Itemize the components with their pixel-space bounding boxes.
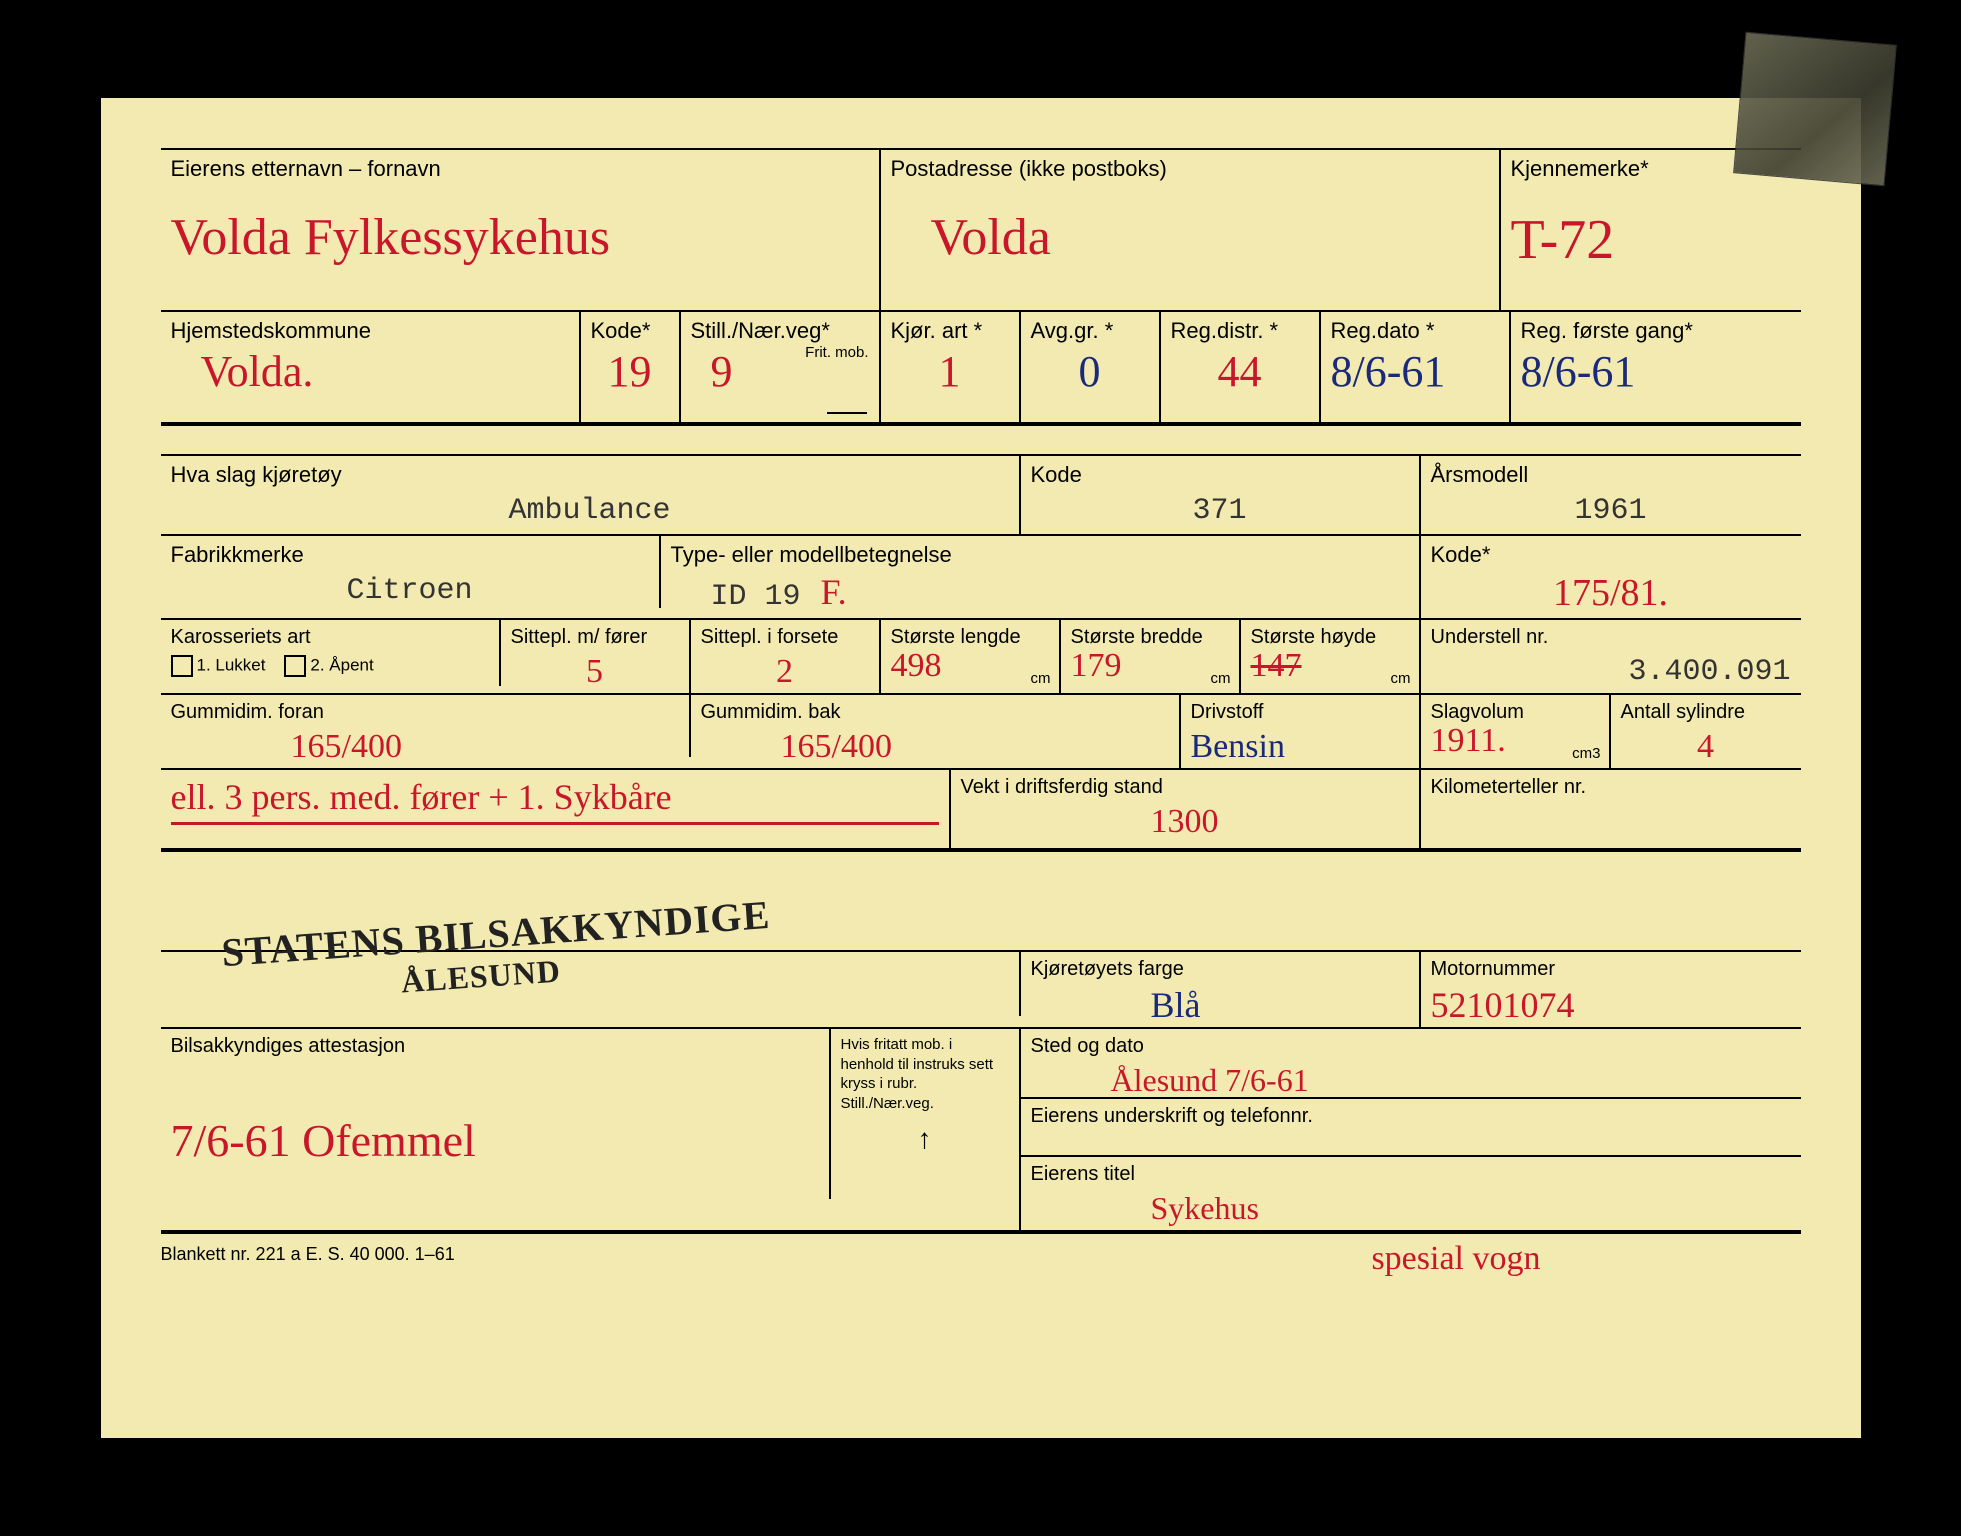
typemodell-label: Type- eller modellbetegnelse bbox=[671, 542, 1409, 568]
sitteplmf-label: Sittepl. m/ fører bbox=[511, 626, 679, 649]
hoyde-label: Største høyde bbox=[1251, 626, 1409, 649]
sitteplfor-value: 2 bbox=[701, 655, 869, 689]
block-2: Hva slag kjøretøy Ambulance Kode 371 Års… bbox=[161, 454, 1801, 852]
fabrikk-label: Fabrikkmerke bbox=[171, 542, 649, 568]
bredde-unit: cm bbox=[1211, 670, 1231, 687]
kjorart-value: 1 bbox=[891, 350, 1009, 394]
kode1-label: Kode* bbox=[591, 318, 669, 344]
hva-label: Hva slag kjøretøy bbox=[171, 462, 1009, 488]
sitteplmf-value: 5 bbox=[511, 655, 679, 689]
blankett-text: Blankett nr. 221 a E. S. 40 000. 1–61 bbox=[161, 1244, 455, 1278]
fritatt-label: Hvis fritatt mob. i henhold til instruks… bbox=[841, 1035, 1009, 1113]
kjorart-label: Kjør. art * bbox=[891, 318, 1009, 344]
kmteller-label: Kilometerteller nr. bbox=[1431, 776, 1791, 799]
gummibak-value: 165/400 bbox=[781, 730, 1169, 764]
motornr-label: Motornummer bbox=[1431, 958, 1791, 981]
hjemsted-value: Volda. bbox=[201, 350, 569, 394]
kode1-value: 19 bbox=[591, 350, 669, 394]
block-3: Kjøretøyets farge Blå Motornummer 521010… bbox=[161, 950, 1801, 1234]
titel-label: Eierens titel bbox=[1031, 1163, 1791, 1186]
bilsak-label: Bilsakkyndiges attestasjon bbox=[171, 1035, 819, 1058]
gummiforan-label: Gummidim. foran bbox=[171, 701, 679, 724]
regdato-value: 8/6-61 bbox=[1331, 350, 1499, 394]
hoyde-value: 147 bbox=[1251, 647, 1302, 684]
post-value: Volda bbox=[931, 212, 1489, 264]
kaross-check-1 bbox=[171, 655, 193, 677]
kode2-value: 371 bbox=[1031, 494, 1409, 528]
owner-label: Eierens etternavn – fornavn bbox=[171, 156, 869, 182]
regforste-label: Reg. første gang* bbox=[1521, 318, 1791, 344]
farge-value: Blå bbox=[1151, 987, 1409, 1023]
lengde-unit: cm bbox=[1031, 670, 1051, 687]
kode3-value: 175/81. bbox=[1431, 574, 1791, 612]
kaross-opt2: 2. Åpent bbox=[310, 655, 373, 674]
hjemsted-label: Hjemstedskommune bbox=[171, 318, 569, 344]
post-label: Postadresse (ikke postboks) bbox=[891, 156, 1489, 182]
lengde-label: Største lengde bbox=[891, 626, 1049, 649]
understell-label: Understell nr. bbox=[1431, 626, 1791, 649]
gummiforan-value: 165/400 bbox=[291, 730, 679, 764]
underskrift-label: Eierens underskrift og telefonnr. bbox=[1031, 1105, 1791, 1128]
note-underline bbox=[171, 822, 939, 825]
block-1: Eierens etternavn – fornavn Volda Fylkes… bbox=[161, 148, 1801, 426]
kaross-check-2 bbox=[284, 655, 306, 677]
gummibak-label: Gummidim. bak bbox=[701, 701, 1169, 724]
stamp-area: STATENS BILSAKKYNDIGE ÅLESUND bbox=[161, 880, 1801, 950]
registration-card: Eierens etternavn – fornavn Volda Fylkes… bbox=[101, 98, 1861, 1438]
vekt-label: Vekt i driftsferdig stand bbox=[961, 776, 1409, 799]
vekt-value: 1300 bbox=[961, 805, 1409, 839]
avggr-value: 0 bbox=[1031, 350, 1149, 394]
regdistr-label: Reg.distr. * bbox=[1171, 318, 1309, 344]
hva-value: Ambulance bbox=[171, 494, 1009, 528]
steddato-value: Ålesund 7/6-61 bbox=[1111, 1064, 1791, 1096]
bredde-value: 179 bbox=[1071, 647, 1122, 684]
arsmodell-label: Årsmodell bbox=[1431, 462, 1791, 488]
typemodell-value: ID 19 bbox=[711, 580, 801, 614]
kjenne-label: Kjennemerke* bbox=[1511, 156, 1791, 182]
arrow-up-icon: ↑ bbox=[841, 1123, 1009, 1155]
motornr-value: 52101074 bbox=[1431, 987, 1791, 1023]
kode2-label: Kode bbox=[1031, 462, 1409, 488]
sylindre-value: 4 bbox=[1621, 730, 1791, 764]
kode3-label: Kode* bbox=[1431, 542, 1791, 568]
still-sub: Frit. mob. bbox=[805, 344, 868, 361]
extra-note: spesial vogn bbox=[1371, 1240, 1540, 1278]
bredde-label: Største bredde bbox=[1071, 626, 1229, 649]
kaross-opt1: 1. Lukket bbox=[197, 655, 266, 674]
titel-value: Sykehus bbox=[1151, 1192, 1791, 1224]
kjenne-value: T-72 bbox=[1511, 212, 1791, 268]
note-text: ell. 3 pers. med. fører + 1. Sykbåre bbox=[171, 776, 939, 818]
avggr-label: Avg.gr. * bbox=[1031, 318, 1149, 344]
slagvolum-unit: cm3 bbox=[1572, 745, 1600, 762]
still-label: Still./Nær.veg* bbox=[691, 318, 869, 344]
bilsak-value: 7/6-61 Ofemmel bbox=[171, 1118, 819, 1164]
farge-label: Kjøretøyets farge bbox=[1031, 958, 1409, 981]
drivstoff-label: Drivstoff bbox=[1191, 701, 1409, 724]
regdistr-value: 44 bbox=[1171, 350, 1309, 394]
arsmodell-value: 1961 bbox=[1431, 494, 1791, 528]
owner-value: Volda Fylkessykehus bbox=[171, 212, 869, 264]
slagvolum-label: Slagvolum bbox=[1431, 701, 1599, 724]
slagvolum-value: 1911. bbox=[1431, 722, 1506, 759]
sitteplfor-label: Sittepl. i forsete bbox=[701, 626, 869, 649]
fabrikk-value: Citroen bbox=[171, 574, 649, 608]
lengde-value: 498 bbox=[891, 647, 942, 684]
kaross-label: Karosseriets art bbox=[171, 626, 489, 649]
understell-value: 3.400.091 bbox=[1431, 655, 1791, 689]
regdato-label: Reg.dato * bbox=[1331, 318, 1499, 344]
typemodell-extra: F. bbox=[821, 574, 847, 610]
steddato-label: Sted og dato bbox=[1031, 1035, 1791, 1058]
sylindre-label: Antall sylindre bbox=[1621, 701, 1791, 724]
regforste-value: 8/6-61 bbox=[1521, 350, 1791, 394]
hoyde-unit: cm bbox=[1391, 670, 1411, 687]
drivstoff-value: Bensin bbox=[1191, 730, 1409, 764]
